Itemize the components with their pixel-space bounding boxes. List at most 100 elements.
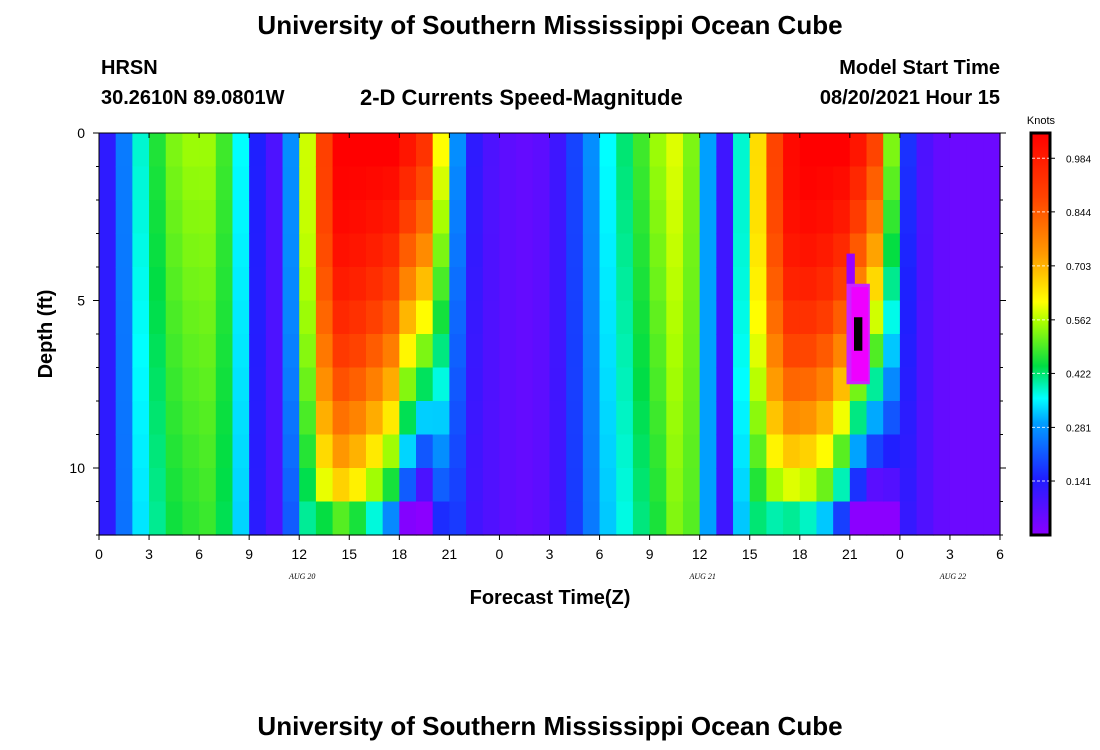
heatmap-cell: [599, 401, 617, 436]
heatmap-cell: [432, 166, 450, 201]
heatmap-cell: [766, 267, 784, 302]
heatmap-cell: [432, 434, 450, 469]
x-tick-label: 0: [896, 546, 904, 562]
heatmap-cell: [466, 401, 484, 436]
heatmap-cell: [115, 468, 133, 503]
heatmap-cell: [182, 166, 200, 201]
heatmap-cell: [382, 367, 400, 402]
heatmap-cell: [582, 166, 601, 201]
heatmap-cell: [599, 367, 617, 402]
heatmap-cell: [365, 401, 384, 436]
heatmap-cell: [249, 401, 267, 436]
heatmap-cell: [632, 200, 651, 235]
heatmap-cell: [799, 501, 818, 536]
heatmap-cell: [215, 501, 234, 536]
heatmap-cell: [315, 367, 334, 402]
heatmap-cell: [649, 166, 667, 201]
heatmap-cell: [399, 166, 417, 201]
x-tick-label: 9: [646, 546, 654, 562]
heatmap-cell: [749, 334, 768, 369]
heatmap-cell: [949, 166, 968, 201]
heatmap-cell: [949, 200, 968, 235]
heatmap-cell: [632, 300, 651, 335]
heatmap-cell: [866, 434, 884, 469]
heatmap-cell: [649, 468, 667, 503]
heatmap-cell: [783, 334, 801, 369]
heatmap-cell: [165, 501, 184, 536]
heatmap-cell: [132, 501, 150, 536]
heatmap-cell: [582, 133, 601, 168]
colorbar: 0.984 0.844 0.703 0.562 0.422 0.281 0.141: [1029, 131, 1091, 537]
heatmap-cell: [733, 200, 751, 235]
heatmap-cell: [933, 267, 951, 302]
heatmap-cell: [933, 233, 951, 268]
colorbar-tick-label: 0.281: [1066, 423, 1091, 434]
heatmap-cell: [516, 166, 534, 201]
heatmap-cell: [482, 434, 501, 469]
heatmap-cell: [699, 267, 717, 302]
heatmap-cell: [115, 133, 133, 168]
heatmap-cell: [933, 468, 951, 503]
heatmap-cell: [682, 468, 701, 503]
heatmap-cell: [466, 300, 484, 335]
heatmap-cell: [149, 166, 167, 201]
heatmap-cell: [432, 200, 450, 235]
heatmap-cell: [716, 334, 734, 369]
heatmap-cell: [215, 133, 234, 168]
heatmap-cell: [315, 133, 334, 168]
heatmap-cell: [549, 133, 567, 168]
heatmap-cell: [382, 233, 400, 268]
heatmap-cell: [783, 200, 801, 235]
heatmap-cell: [899, 501, 918, 536]
x-tick-label: 15: [742, 546, 758, 562]
x-axis-title: Forecast Time(Z): [470, 587, 631, 609]
heatmap-cell: [649, 300, 667, 335]
heatmap-cell: [849, 166, 868, 201]
heatmap-cell: [716, 434, 734, 469]
heatmap-cell: [899, 166, 918, 201]
heatmap-cell: [99, 468, 117, 503]
heatmap-cell: [265, 233, 284, 268]
heatmap-cell: [249, 367, 267, 402]
heatmap-cell: [449, 133, 467, 168]
heatmap-cell: [132, 367, 150, 402]
heatmap-cell: [299, 401, 317, 436]
heatmap-cell: [99, 166, 117, 201]
heatmap-cell: [115, 334, 133, 369]
heatmap-cell: [516, 434, 534, 469]
heatmap-cell: [816, 233, 834, 268]
heatmap-cell: [649, 401, 667, 436]
heatmap-cell: [616, 468, 634, 503]
heatmap-cell: [983, 468, 1001, 503]
heatmap-cell: [532, 133, 551, 168]
heatmap-cell: [582, 233, 601, 268]
heatmap-cell: [532, 401, 551, 436]
heatmap-cell: [682, 133, 701, 168]
heatmap-cell: [299, 501, 317, 536]
heatmap-cell: [566, 233, 584, 268]
x-axis: 0 3 6 9 12 15 18 21 0 3 6 9 12 15 18 21 0 3 6 AUG 20 AUG 21 A…: [95, 133, 1004, 581]
heatmap-cell: [215, 401, 234, 436]
heatmap-cell: [749, 133, 768, 168]
heatmap-cell: [182, 200, 200, 235]
heatmap-cell: [215, 267, 234, 302]
heatmap-cell: [232, 468, 250, 503]
heatmap-cell: [682, 434, 701, 469]
x-tick-label: 6: [596, 546, 604, 562]
y-tick-label: 10: [69, 460, 85, 476]
heatmap-cell: [399, 233, 417, 268]
page-title: University of Southern Mississippi Ocean…: [257, 10, 843, 40]
heatmap-cell: [783, 468, 801, 503]
heatmap-cell: [666, 501, 684, 536]
heatmap-cell: [666, 133, 684, 168]
heatmap-cell: [699, 233, 717, 268]
heatmap-cell: [866, 334, 884, 369]
heatmap-cell: [332, 434, 350, 469]
heatmap-cell: [199, 133, 217, 168]
heatmap-cell: [432, 501, 450, 536]
heatmap-cell: [816, 300, 834, 335]
heatmap-cell: [749, 367, 768, 402]
heatmap-cell: [182, 367, 200, 402]
heatmap-cell: [449, 166, 467, 201]
